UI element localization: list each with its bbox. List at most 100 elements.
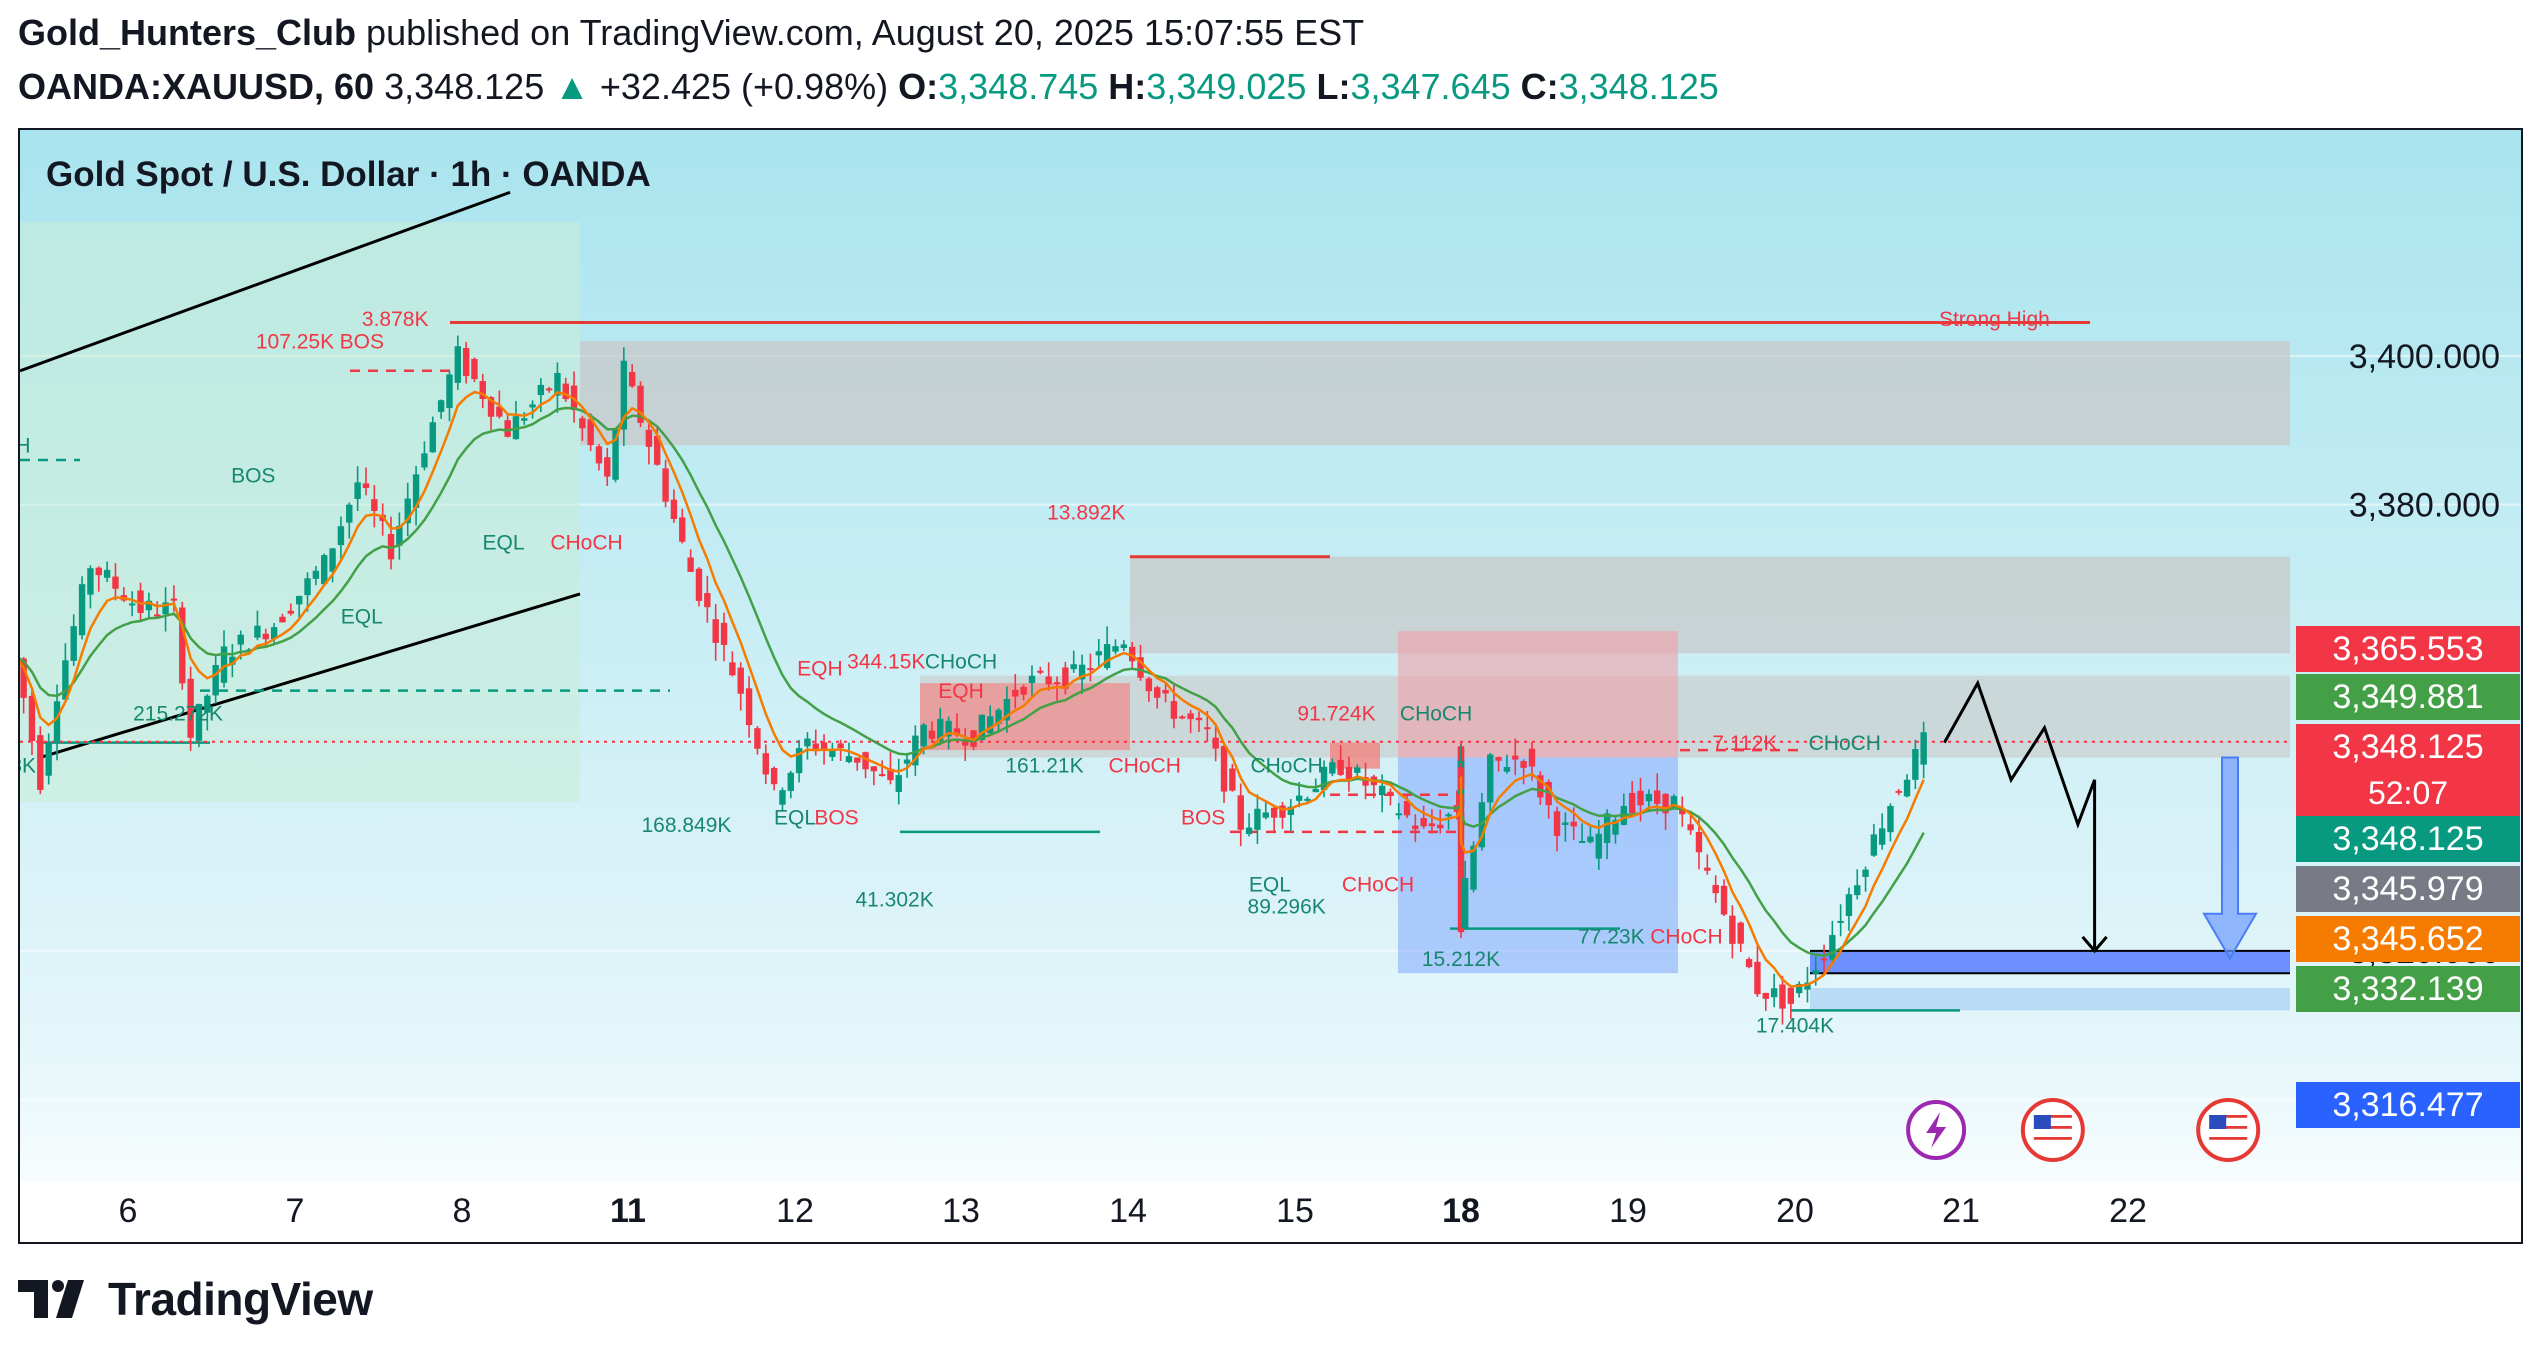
price-label-badge (2296, 724, 2520, 816)
candle-body (1461, 878, 1469, 929)
candle-body (1695, 831, 1703, 853)
candle-body (404, 498, 411, 524)
us-flag-icon[interactable] (2020, 1098, 2085, 1162)
annotation-label: 17.404K (1756, 1015, 1834, 1038)
candle-body (1570, 821, 1577, 827)
candle-body (254, 625, 261, 638)
candle-body (762, 753, 769, 775)
candle-body (1287, 806, 1295, 815)
annotation-label: CHoCH (925, 650, 997, 673)
candle-body (670, 499, 678, 520)
publish-info: Gold_Hunters_Club published on TradingVi… (18, 12, 1364, 54)
x-axis-tick-label: 11 (610, 1192, 646, 1230)
candle-body (145, 600, 153, 611)
candle-body (1553, 811, 1561, 836)
candle-body (1295, 795, 1303, 801)
demand-zone-strong (1810, 950, 2290, 974)
candle-body (662, 468, 669, 502)
candle-body (995, 709, 1002, 724)
candle-body (1829, 935, 1836, 960)
annotation-label: 41.302K (855, 888, 933, 911)
supply-zone-upper (580, 341, 2290, 446)
candle-body (854, 757, 861, 763)
flag-stripe (2209, 1131, 2248, 1135)
candle-body (754, 728, 761, 749)
candle-body (1204, 727, 1211, 730)
candle-body (1354, 767, 1361, 773)
candle-body (471, 358, 478, 380)
candle-body (1628, 792, 1636, 813)
candle-body (1862, 869, 1869, 877)
candle-body (1112, 646, 1119, 652)
annotation-label: EQH (938, 680, 984, 703)
candle-body (928, 730, 936, 739)
candle-body (187, 678, 194, 738)
candle-body (745, 688, 753, 726)
candle-body (1162, 689, 1169, 694)
candle-body (1245, 827, 1253, 835)
candle-body (229, 656, 236, 665)
candle-body (1212, 737, 1219, 749)
candle-body (329, 548, 336, 572)
candle-body (829, 750, 836, 757)
candle-body (579, 418, 586, 429)
candle-body (787, 772, 794, 791)
price-label-badge (2296, 966, 2520, 1012)
candle-body (1762, 992, 1769, 999)
annotation-label: 3.288K (20, 754, 36, 777)
price-chart[interactable]: Strong High 3.878K 107.25K BOS BOS CHoCH EQL CH… (20, 130, 2521, 1242)
candle-body (487, 397, 495, 417)
symbol-label: OANDA:XAUUSD, 60 (18, 66, 375, 107)
x-axis-tick-label: 8 (453, 1192, 472, 1230)
price-label-badge (2296, 816, 2520, 862)
candle-body (1804, 982, 1811, 990)
flag-stripe (2033, 1137, 2072, 1140)
channel-upper-line (20, 190, 511, 373)
candle-body (1154, 687, 1161, 698)
chart-frame[interactable]: Strong High 3.878K 107.25K BOS BOS CHoCH EQL CH… (18, 128, 2523, 1244)
price-change: +32.425 (+0.98%) (599, 66, 889, 107)
candle-body (1095, 651, 1102, 656)
candle-body (1170, 701, 1178, 719)
candle-body (1745, 959, 1753, 968)
candle-body (604, 457, 611, 477)
candle-body (504, 420, 511, 437)
candle-body (28, 695, 36, 742)
candle-body (537, 384, 545, 396)
candle-body (1562, 822, 1569, 825)
supply-zone-middle (1130, 556, 2290, 654)
x-axis-tick-label: 18 (1442, 1192, 1480, 1230)
x-axis-tick-label: 19 (1609, 1192, 1647, 1230)
candle-body (1020, 686, 1027, 695)
flag-stripe (2209, 1120, 2248, 1124)
candle-body (1087, 668, 1094, 671)
candle-body (70, 626, 77, 661)
candle-body (820, 742, 828, 750)
ema-slow-line (20, 406, 1925, 957)
flag-stripe (2209, 1115, 2248, 1118)
red-risk-zone (1398, 631, 1678, 758)
price-label-text: 3,345.979 (2332, 870, 2483, 908)
price-label-text: 3,348.125 (2332, 820, 2483, 858)
candle-body (1870, 834, 1878, 856)
high-label: H: (1108, 66, 1147, 107)
candle-body (712, 619, 719, 643)
us-flag-icon[interactable] (2196, 1098, 2261, 1162)
candle-body (279, 616, 286, 623)
candle-body (1412, 825, 1419, 830)
author-name[interactable]: Gold_Hunters_Club (18, 12, 357, 53)
candle-body (45, 743, 52, 776)
price-label-text: 3,348.125 (2332, 728, 2483, 766)
countdown-text: 52:07 (2368, 775, 2448, 811)
tradingview-logo[interactable]: TradingView (18, 1272, 373, 1326)
open-label: O: (898, 66, 939, 107)
candle-body (362, 483, 370, 488)
annotation-label: 161.21K (1005, 754, 1083, 777)
price-label-text: 3,349.881 (2332, 678, 2483, 716)
candle-body (1512, 755, 1519, 760)
high-value: 3,349.025 (1146, 66, 1307, 107)
projection-path (1943, 679, 2097, 951)
candle-body (396, 525, 403, 546)
candle-body (545, 388, 553, 391)
candle-body (1637, 790, 1644, 806)
